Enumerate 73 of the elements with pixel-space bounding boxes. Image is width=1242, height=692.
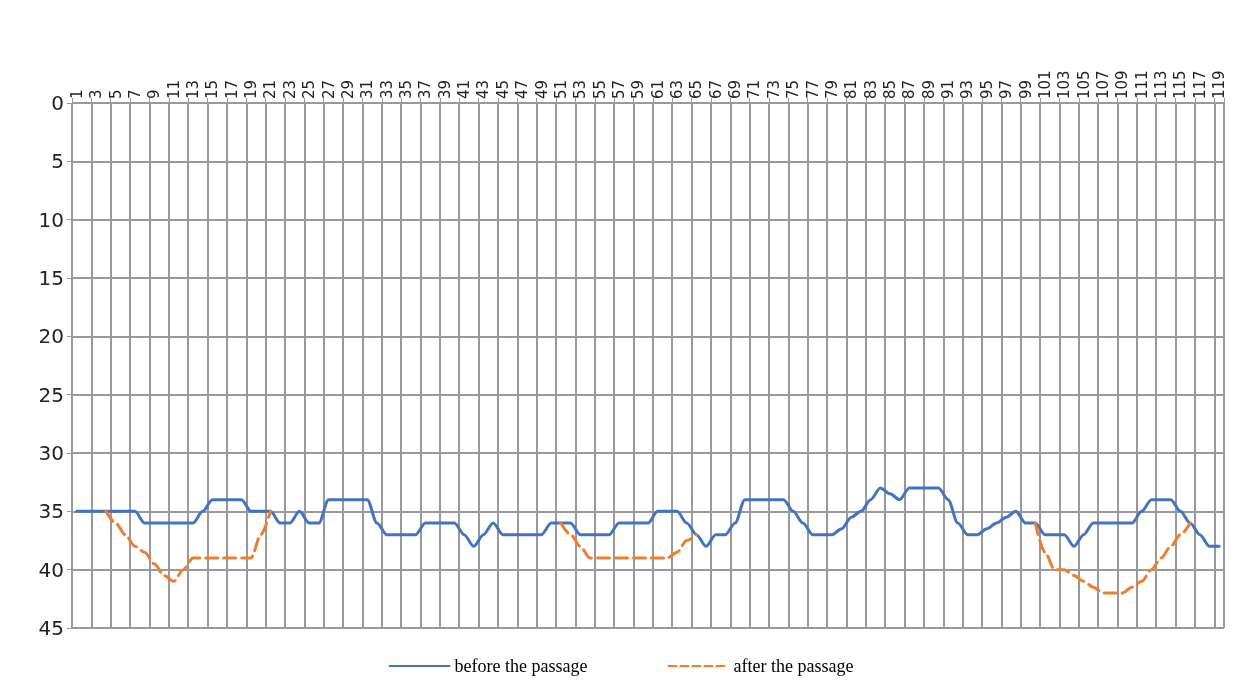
x-tick-label: 73 <box>764 79 783 99</box>
x-tick-label: 47 <box>513 79 532 99</box>
x-tick-label: 119 <box>1210 70 1229 99</box>
x-tick-label: 1 <box>67 89 86 99</box>
x-tick-label: 55 <box>590 79 609 99</box>
x-tick-label: 25 <box>300 79 319 99</box>
x-tick-label: 39 <box>435 79 454 99</box>
x-tick-label: 21 <box>261 79 280 99</box>
x-tick-label: 85 <box>881 79 900 99</box>
x-tick-label: 5 <box>106 89 125 99</box>
y-tick-label: 35 <box>38 499 64 524</box>
x-tick-label: 23 <box>280 79 299 99</box>
y-tick-label: 25 <box>38 382 64 407</box>
y-tick-label: 10 <box>38 207 64 232</box>
x-tick-label: 107 <box>1093 70 1112 99</box>
x-tick-label: 57 <box>609 79 628 99</box>
x-tick-label: 111 <box>1132 70 1151 99</box>
x-tick-label: 77 <box>803 79 822 99</box>
y-tick-label: 40 <box>38 557 64 582</box>
x-tick-label: 43 <box>474 79 493 99</box>
x-tick-label: 103 <box>1055 70 1074 99</box>
x-tick-label: 7 <box>125 89 144 99</box>
x-tick-label: 65 <box>687 79 706 99</box>
x-tick-label: 33 <box>377 79 396 99</box>
legend-label: after the passage <box>733 656 854 676</box>
x-tick-label: 17 <box>222 79 241 99</box>
x-tick-label: 105 <box>1074 70 1093 99</box>
x-tick-label: 15 <box>203 79 222 99</box>
x-tick-label: 93 <box>958 79 977 99</box>
x-tick-label: 117 <box>1190 70 1209 99</box>
x-tick-label: 61 <box>648 79 667 99</box>
x-tick-label: 79 <box>822 79 841 99</box>
x-tick-label: 67 <box>706 79 725 99</box>
x-tick-label: 45 <box>493 79 512 99</box>
x-tick-label: 35 <box>396 79 415 99</box>
x-tick-label: 49 <box>532 79 551 99</box>
x-tick-label: 41 <box>455 79 474 99</box>
x-tick-label: 63 <box>668 79 687 99</box>
x-tick-label: 97 <box>997 79 1016 99</box>
x-tick-label: 95 <box>977 79 996 99</box>
line-series <box>75 486 1221 548</box>
y-tick-label: 45 <box>38 616 64 640</box>
y-tick-label: 5 <box>51 149 64 174</box>
y-tick-label: 15 <box>38 266 64 290</box>
x-tick-label: 89 <box>919 79 938 99</box>
x-tick-label: 75 <box>784 79 803 99</box>
y-tick-label: 20 <box>38 324 64 349</box>
x-tick-label: 27 <box>319 79 338 99</box>
x-tick-label: 87 <box>900 79 919 99</box>
x-tick-label: 59 <box>629 79 648 99</box>
x-tick-label: 91 <box>939 79 958 99</box>
x-tick-label: 109 <box>1113 70 1132 99</box>
x-tick-label: 11 <box>164 79 183 99</box>
legend-label: before the passage <box>454 656 588 676</box>
x-tick-label: 3 <box>87 89 106 99</box>
x-tick-label: 9 <box>145 89 164 99</box>
y-tick-label: 0 <box>51 91 64 115</box>
x-tick-label: 81 <box>842 79 861 99</box>
x-tick-label: 83 <box>861 79 880 99</box>
x-tick-label: 69 <box>726 79 745 99</box>
x-tick-label: 99 <box>1016 79 1035 99</box>
x-tick-label: 115 <box>1171 70 1190 99</box>
x-tick-label: 113 <box>1152 70 1171 99</box>
x-tick-label: 71 <box>745 79 764 99</box>
y-tick-label: 30 <box>38 441 64 465</box>
x-tick-label: 31 <box>358 79 377 99</box>
x-tick-label: 19 <box>242 79 261 99</box>
x-tick-label: 29 <box>338 79 357 99</box>
x-tick-label: 53 <box>571 79 590 99</box>
x-tick-label: 13 <box>184 79 203 99</box>
x-tick-label: 51 <box>551 79 570 99</box>
x-tick-label: 101 <box>1035 70 1054 99</box>
x-tick-label: 37 <box>416 79 435 99</box>
